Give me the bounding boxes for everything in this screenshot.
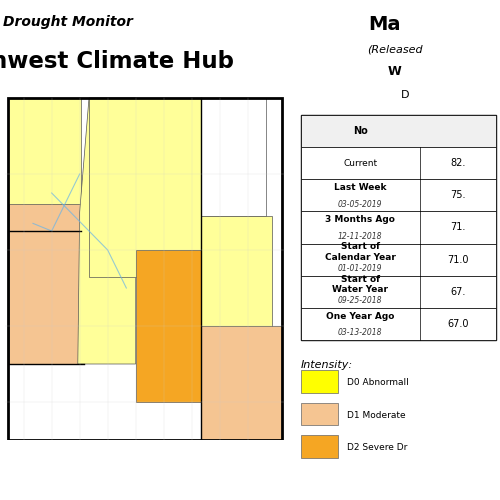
Text: 71.: 71. (450, 222, 466, 232)
Bar (300, 435, 339, 458)
Text: 03-05-2019: 03-05-2019 (338, 200, 382, 209)
Text: 03-13-2018: 03-13-2018 (338, 328, 382, 338)
Text: hwest Climate Hub: hwest Climate Hub (0, 50, 234, 73)
Text: Ma: Ma (368, 15, 401, 34)
Text: W: W (388, 65, 402, 78)
Bar (300, 276, 496, 308)
Bar (300, 212, 496, 244)
Text: 3 Months Ago: 3 Months Ago (326, 216, 396, 224)
Text: Drought Monitor: Drought Monitor (3, 15, 133, 29)
Polygon shape (8, 204, 85, 364)
Text: D2 Severe Dr: D2 Severe Dr (346, 443, 407, 452)
Text: 82.: 82. (450, 158, 466, 168)
Text: 75.: 75. (450, 190, 466, 200)
Text: One Year Ago: One Year Ago (326, 312, 394, 321)
Polygon shape (136, 250, 201, 402)
Bar (300, 244, 496, 276)
Polygon shape (201, 216, 272, 345)
Text: Last Week: Last Week (334, 184, 386, 192)
Polygon shape (89, 98, 201, 276)
Text: 67.0: 67.0 (448, 319, 469, 329)
Bar (300, 308, 496, 340)
Text: Start of
Water Year: Start of Water Year (332, 274, 388, 294)
Text: D: D (401, 90, 410, 100)
Text: 71.0: 71.0 (448, 254, 469, 264)
Polygon shape (201, 98, 266, 216)
Text: 67.: 67. (450, 287, 466, 297)
Text: 09-25-2018: 09-25-2018 (338, 296, 382, 306)
Polygon shape (8, 98, 81, 231)
Text: D1 Moderate: D1 Moderate (346, 410, 408, 420)
Polygon shape (201, 326, 282, 440)
Bar (300, 402, 339, 425)
Bar (300, 147, 496, 180)
Text: 12-11-2018: 12-11-2018 (338, 232, 382, 241)
Bar (300, 115, 496, 147)
Polygon shape (78, 98, 136, 364)
Bar (300, 370, 339, 392)
Text: Intensity:: Intensity: (300, 360, 352, 370)
Text: (Released: (Released (367, 45, 423, 55)
Bar (300, 180, 496, 212)
Text: Start of
Calendar Year: Start of Calendar Year (325, 242, 396, 262)
Text: No: No (353, 126, 368, 136)
Text: 01-01-2019: 01-01-2019 (338, 264, 382, 273)
Text: D0 Abnormall: D0 Abnormall (346, 378, 408, 387)
Text: Current: Current (344, 158, 378, 168)
